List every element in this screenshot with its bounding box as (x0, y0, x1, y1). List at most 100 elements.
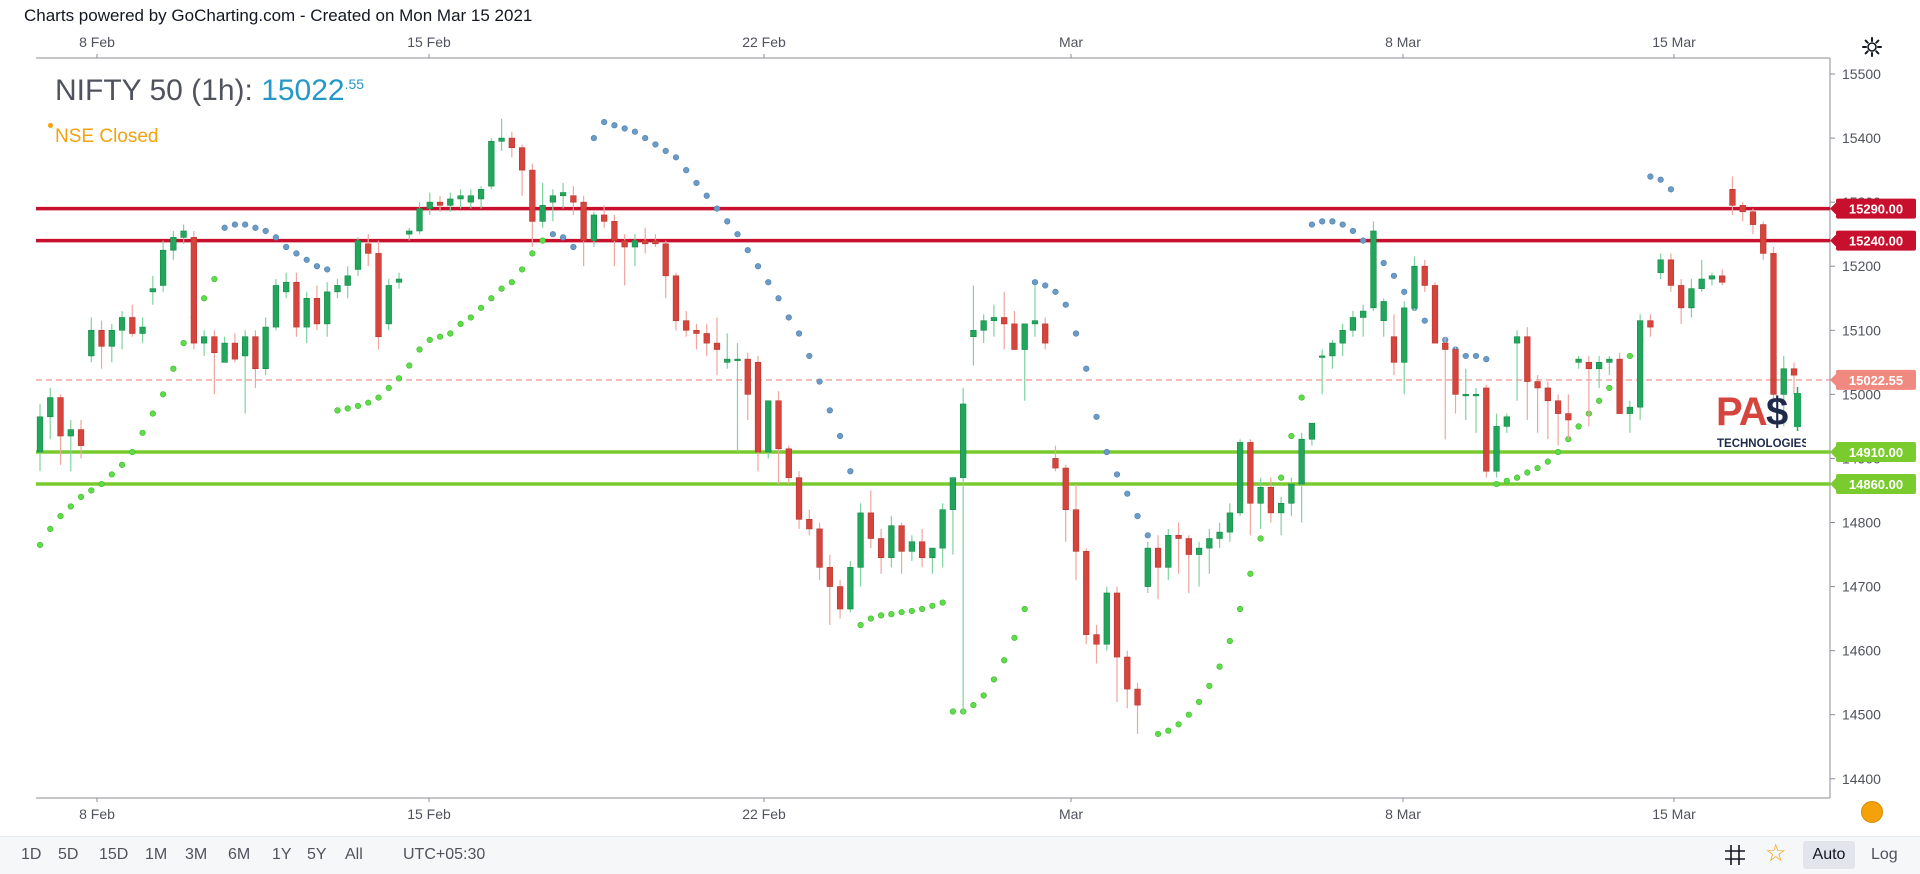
star-icon[interactable]: ☆ (1765, 840, 1787, 867)
psar-dot (283, 243, 290, 251)
candle-body (1134, 688, 1141, 706)
psar-dot (990, 676, 998, 683)
psar-dot (611, 122, 618, 129)
candle-body (1001, 317, 1008, 325)
y-tick-label: 14500 (1842, 707, 1881, 723)
psar-dot (970, 701, 977, 709)
psar-dot (488, 295, 495, 302)
candle-body (1195, 547, 1203, 555)
candle-body (1278, 502, 1285, 514)
current-price-label: 15022.55 (1849, 373, 1903, 388)
candle-body (611, 221, 618, 241)
candle-body (98, 329, 105, 347)
log-scale-button[interactable]: Log (1871, 846, 1898, 863)
candle-body (77, 429, 85, 446)
psar-dot (1042, 282, 1049, 289)
candle-body (693, 329, 700, 334)
range-1y-button[interactable]: 1Y (272, 846, 292, 863)
psar-dot (549, 231, 556, 238)
candle-body (939, 509, 946, 549)
market-status: NSE Closed (55, 126, 159, 147)
timezone-label[interactable]: UTC+05:30 (403, 846, 486, 863)
y-tick-label: 15100 (1842, 322, 1881, 338)
candle-body (1339, 329, 1346, 344)
psar-dot (1534, 464, 1541, 472)
grid-icon[interactable] (1723, 843, 1747, 867)
psar-dot (867, 615, 874, 622)
psar-dot (477, 304, 485, 311)
candle-body (570, 195, 577, 203)
support-level-label-bg (1836, 474, 1916, 495)
candle-body (990, 317, 998, 321)
psar-dot (795, 330, 803, 337)
candle-body (518, 147, 526, 171)
psar-dot (570, 243, 577, 251)
auto-scale-button[interactable]: Auto (1803, 841, 1855, 869)
gear-icon[interactable] (1861, 36, 1883, 58)
psar-dot (713, 205, 721, 212)
psar-dot (1144, 532, 1151, 539)
psar-dot (159, 391, 167, 398)
candle-body (1708, 275, 1716, 280)
svg-text:TECHNOLOGIES: TECHNOLOGIES (1717, 438, 1806, 450)
candle-body (211, 336, 218, 354)
candle-body (1226, 512, 1233, 533)
candle-body (57, 397, 64, 437)
candle-body (395, 278, 403, 283)
candle-body (1072, 509, 1080, 552)
psar-dot (1626, 352, 1633, 360)
x-tick-label: 8 Mar (1385, 806, 1421, 822)
range-5d-button[interactable]: 5D (58, 846, 79, 863)
range-all-button[interactable]: All (345, 846, 363, 863)
range-1d-button[interactable]: 1D (21, 846, 42, 863)
candle-body (1647, 320, 1654, 328)
candle-body (898, 525, 905, 552)
range-6m-button[interactable]: 6M (228, 846, 251, 863)
psar-dot (1339, 221, 1346, 228)
psar-dot (1360, 237, 1367, 244)
candle-body (170, 237, 177, 251)
range-5y-button[interactable]: 5Y (307, 846, 327, 863)
psar-dot (457, 320, 464, 327)
candle-body (960, 403, 967, 478)
candle-body (344, 275, 351, 286)
psar-dot (1524, 469, 1531, 476)
candle-body (416, 208, 423, 232)
psar-dot (211, 275, 218, 283)
candle-body (1093, 634, 1100, 645)
psar-dot (806, 352, 813, 360)
psar-dot (406, 362, 413, 369)
candle-body (293, 281, 300, 328)
candle-body (1411, 265, 1418, 309)
candle-body (662, 243, 669, 277)
psar-dot (1298, 394, 1305, 401)
y-tick-label: 14600 (1842, 643, 1881, 659)
range-15d-button[interactable]: 15D (99, 846, 129, 863)
psar-dot (734, 231, 741, 238)
resistance-level-label: 15240.00 (1849, 234, 1903, 249)
range-3m-button[interactable]: 3M (185, 846, 208, 863)
candle-body (190, 237, 197, 344)
candle-body (180, 230, 187, 238)
support-level-label: 14910.00 (1849, 445, 1903, 460)
psar-dot (621, 125, 628, 132)
range-1m-button[interactable]: 1M (145, 846, 168, 863)
candle-body (1401, 307, 1408, 363)
candle-body (549, 195, 556, 203)
candle-body (1154, 547, 1162, 568)
psar-dot (272, 234, 280, 241)
orange-circle-icon[interactable] (1861, 801, 1883, 823)
psar-dot (816, 378, 823, 385)
psar-dot (744, 247, 751, 254)
y-tick-label: 14800 (1842, 515, 1881, 531)
candle-body (1472, 394, 1480, 397)
candle-body (488, 140, 495, 187)
price-chart[interactable]: 1440014500146001470014800149001500015100… (0, 30, 1920, 836)
psar-dot (826, 407, 833, 414)
x-tick-label-top: Mar (1059, 34, 1083, 50)
candle-body (139, 326, 146, 334)
candle-body (888, 525, 895, 559)
psar-dot (1031, 279, 1039, 286)
pas-technologies-logo: PA $ TECHNOLOGIES (1716, 387, 1806, 450)
candle-body (1062, 467, 1069, 510)
